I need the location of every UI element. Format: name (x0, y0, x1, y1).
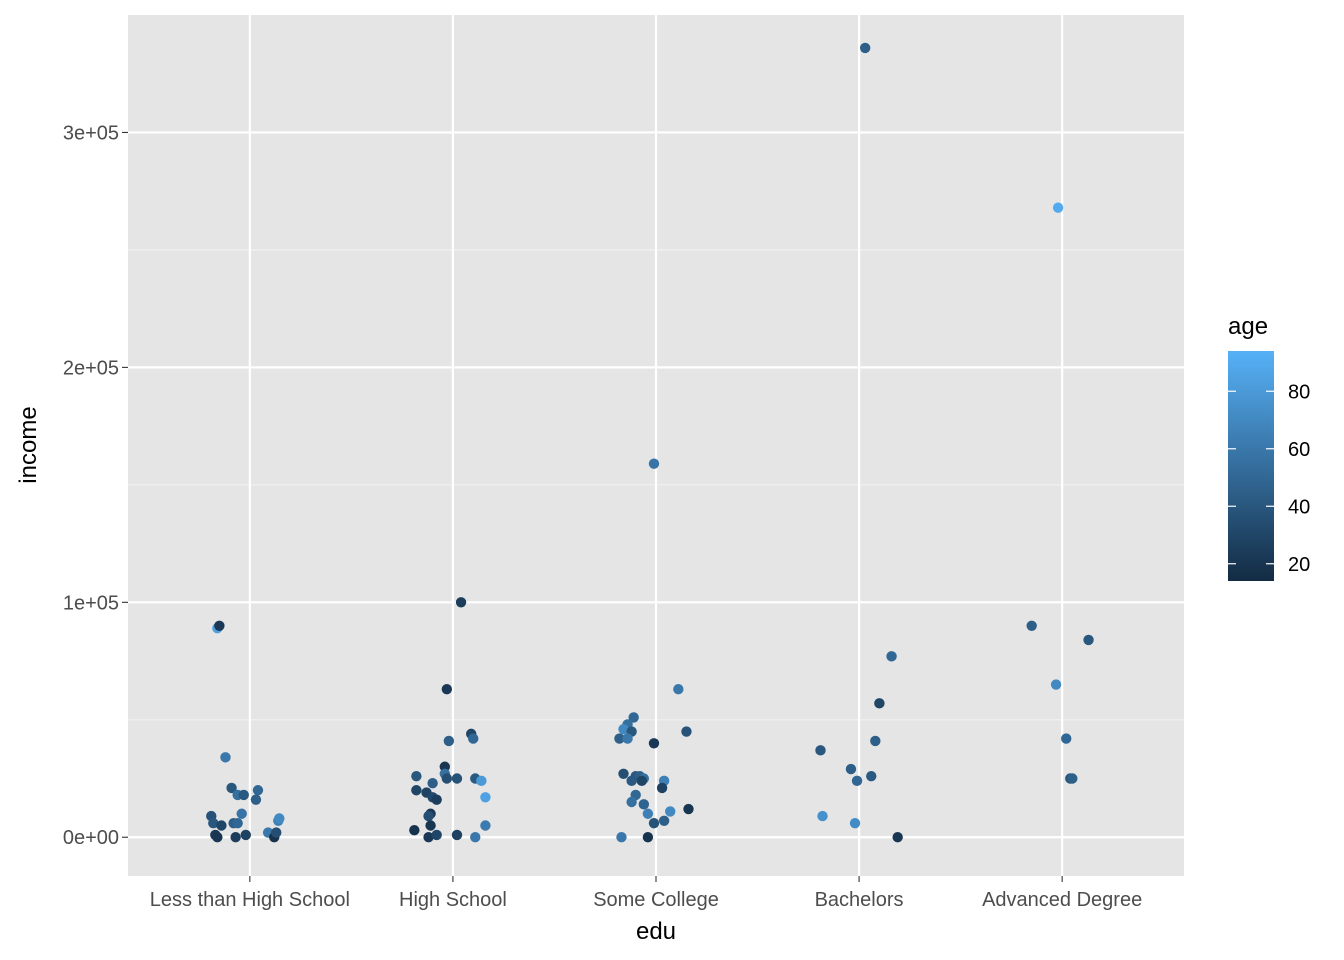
data-point (815, 745, 826, 756)
y-tick-label: 1e+05 (63, 592, 119, 614)
data-point (238, 789, 249, 801)
data-point (468, 733, 479, 744)
data-point (648, 458, 660, 469)
data-point (622, 733, 633, 744)
data-point (626, 796, 637, 808)
data-point (845, 763, 857, 775)
data-point (411, 770, 422, 782)
data-point (423, 832, 434, 843)
data-point (427, 778, 438, 789)
legend-ticks: 20 40 60 80 (1228, 381, 1310, 576)
data-point (874, 698, 885, 709)
data-point (441, 684, 453, 695)
data-point (208, 817, 219, 829)
data-point (431, 829, 442, 841)
data-point (220, 752, 231, 763)
x-tick-label: Bachelors (815, 889, 904, 911)
data-point (636, 775, 647, 787)
data-point (252, 785, 264, 796)
legend-tick-label: 60 (1288, 439, 1310, 461)
data-point (250, 794, 262, 805)
legend-colorbar (1228, 351, 1274, 581)
x-tick-label: Advanced Degree (982, 889, 1142, 911)
data-point (423, 810, 434, 822)
data-point (628, 712, 639, 723)
data-point (656, 782, 668, 794)
legend-tick-label: 80 (1288, 381, 1310, 403)
legend: age 20 40 60 80 (1228, 313, 1310, 581)
data-point (642, 832, 654, 843)
legend-tick-label: 20 (1288, 554, 1310, 576)
data-point (618, 723, 629, 735)
data-point (866, 770, 877, 782)
data-point (431, 794, 442, 805)
data-point (1067, 773, 1078, 784)
data-point (425, 820, 436, 831)
data-point (849, 817, 861, 829)
data-point (683, 803, 694, 815)
data-point (648, 738, 660, 749)
data-point (658, 815, 670, 826)
data-point (480, 792, 491, 803)
x-tick-label: Some College (593, 889, 719, 911)
data-point (443, 735, 455, 747)
data-point (1052, 202, 1064, 213)
data-point (618, 768, 629, 780)
data-point (451, 829, 463, 841)
data-point (681, 726, 692, 737)
data-point (216, 820, 227, 831)
data-point (470, 832, 481, 843)
x-tick-label: High School (399, 889, 507, 911)
data-point (616, 832, 627, 843)
data-point (626, 775, 637, 787)
data-point (851, 775, 863, 787)
data-point (271, 827, 282, 838)
data-point (870, 735, 881, 747)
data-point (648, 817, 660, 829)
x-axis: Less than High School High School Some Col… (150, 876, 1142, 911)
data-point (859, 42, 871, 54)
data-point (638, 799, 650, 810)
data-point (236, 808, 247, 819)
data-point (642, 808, 654, 819)
data-point (274, 813, 285, 824)
data-point (614, 733, 625, 744)
data-points (206, 42, 1094, 843)
data-point (1026, 620, 1037, 632)
data-point (892, 832, 903, 843)
data-point (1061, 733, 1072, 744)
data-point (886, 651, 897, 662)
data-point (665, 806, 676, 817)
x-tick-label: Less than High School (150, 889, 350, 911)
data-point (451, 773, 463, 784)
data-point (673, 684, 684, 695)
legend-tick-label: 40 (1288, 496, 1310, 518)
data-point (409, 824, 420, 836)
data-point (476, 775, 487, 787)
y-tick-label: 3e+05 (63, 122, 119, 144)
data-point (230, 832, 241, 843)
data-point (441, 773, 453, 784)
y-tick-label: 2e+05 (63, 357, 119, 379)
data-point (240, 829, 251, 841)
data-point (214, 620, 225, 632)
x-axis-title: edu (636, 918, 676, 945)
data-point (226, 782, 237, 794)
data-point (1050, 679, 1062, 690)
data-point (411, 785, 422, 796)
legend-title: age (1228, 313, 1268, 340)
data-point (480, 820, 491, 831)
y-axis: 0e+00 1e+05 2e+05 3e+05 (63, 122, 128, 849)
data-point (817, 810, 828, 822)
data-point (1083, 634, 1094, 646)
data-point (455, 597, 467, 608)
data-point (212, 832, 223, 843)
y-axis-title: income (15, 406, 42, 483)
major-gridlines (128, 15, 1184, 876)
y-tick-label: 0e+00 (63, 827, 119, 849)
data-point (232, 817, 243, 829)
